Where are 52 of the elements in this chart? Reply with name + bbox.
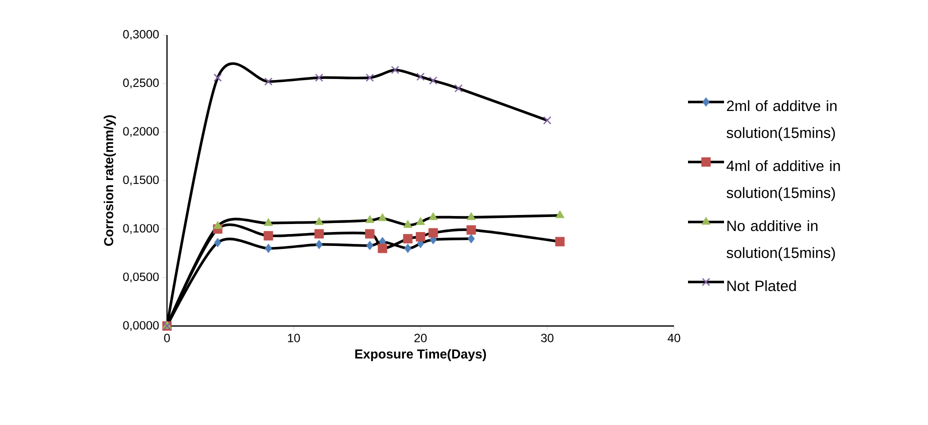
point bbox=[264, 218, 273, 226]
point bbox=[365, 215, 374, 223]
point bbox=[403, 234, 413, 244]
point bbox=[316, 240, 323, 250]
point bbox=[378, 213, 388, 222]
point bbox=[264, 77, 273, 86]
x-tick-label: 10 bbox=[288, 334, 300, 342]
point bbox=[428, 228, 438, 238]
point bbox=[214, 238, 222, 248]
y-axis-title: Corrosion rate(mm/y) bbox=[104, 115, 116, 246]
point bbox=[468, 234, 475, 244]
point bbox=[264, 244, 272, 254]
y-tick-label: 0,3000 bbox=[123, 30, 159, 40]
x-axis-title: Exposure Time(Days) bbox=[355, 349, 486, 362]
point bbox=[416, 72, 425, 81]
x-tick-label: 20 bbox=[414, 334, 427, 342]
point bbox=[429, 76, 438, 85]
point bbox=[314, 217, 324, 225]
point bbox=[428, 212, 438, 220]
point bbox=[314, 229, 324, 239]
y-tick-label: 0,1500 bbox=[123, 176, 159, 186]
point bbox=[366, 74, 374, 82]
point bbox=[214, 74, 222, 82]
point bbox=[466, 225, 476, 235]
legend-label: 4ml of additive in solution(15mins) bbox=[726, 160, 840, 202]
y-tick-label: 0,2500 bbox=[123, 78, 159, 88]
point bbox=[454, 84, 463, 92]
y-tick-label: 0,1000 bbox=[123, 224, 159, 234]
x-tick-label: 40 bbox=[668, 334, 680, 342]
point bbox=[555, 210, 564, 218]
point bbox=[365, 229, 375, 239]
point bbox=[403, 220, 412, 228]
point bbox=[264, 231, 274, 240]
x-tick-label: 0 bbox=[164, 334, 170, 342]
point bbox=[213, 220, 222, 229]
legend-label: 2ml of additve in solution(15mins) bbox=[726, 100, 837, 142]
point bbox=[366, 240, 374, 250]
point bbox=[416, 232, 426, 242]
point bbox=[391, 66, 400, 74]
legend-label: No additive in solution(15mins) bbox=[726, 220, 835, 262]
point bbox=[314, 74, 324, 82]
point bbox=[543, 116, 552, 124]
legend-label: Not Plated bbox=[727, 280, 796, 292]
y-tick-label: 0,2000 bbox=[123, 127, 159, 137]
point bbox=[555, 236, 565, 246]
y-tick-label: 0,0000 bbox=[123, 321, 159, 331]
x-tick-label: 30 bbox=[541, 334, 554, 342]
point bbox=[416, 217, 426, 225]
y-tick-label: 0,0500 bbox=[123, 272, 159, 282]
point bbox=[466, 212, 476, 220]
point bbox=[378, 244, 388, 254]
point bbox=[404, 244, 412, 254]
